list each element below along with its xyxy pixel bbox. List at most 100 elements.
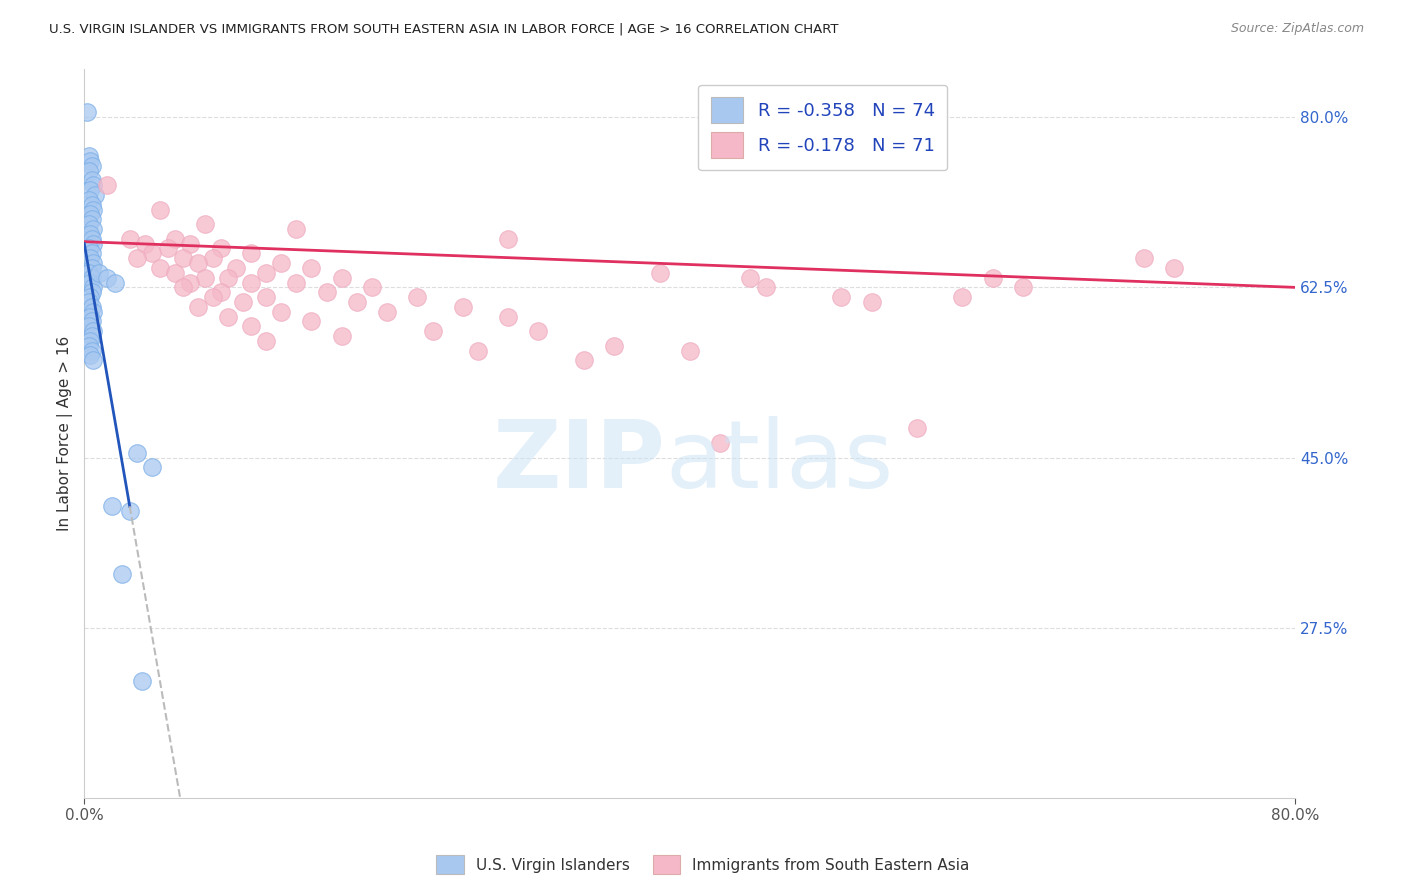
Point [194,270,217,285]
Point [80,260,103,275]
Point [80,246,103,260]
Point [82,324,104,338]
Point [201,251,224,265]
Point [679,343,702,358]
Point [254,334,277,348]
Point [740,270,762,285]
Point [82,202,104,217]
Point [96,178,118,193]
Point [201,290,224,304]
Point [79,290,101,304]
Point [79,251,101,265]
Point [80,197,103,211]
Point [80,285,103,300]
Point [467,343,489,358]
Point [79,207,101,221]
Point [830,290,852,304]
Point [172,251,194,265]
Point [179,236,201,251]
Point [225,260,247,275]
Point [1133,251,1156,265]
Point [82,304,104,318]
Point [755,280,778,294]
Point [134,236,156,251]
Point [80,343,103,358]
Point [950,290,973,304]
Point [1012,280,1035,294]
Point [77,295,100,310]
Point [496,232,519,246]
Point [141,246,163,260]
Point [80,300,103,314]
Point [118,504,141,518]
Point [217,270,239,285]
Point [285,276,308,290]
Point [80,270,103,285]
Point [77,149,100,163]
Point [111,567,134,582]
Point [299,314,322,328]
Point [80,314,103,328]
Point [79,334,101,348]
Point [77,266,100,280]
Point [217,310,239,324]
Point [187,300,209,314]
Legend: R = -0.358   N = 74, R = -0.178   N = 71: R = -0.358 N = 74, R = -0.178 N = 71 [697,85,948,170]
Point [165,266,187,280]
Point [118,232,141,246]
Point [165,232,187,246]
Point [96,270,118,285]
Point [496,310,519,324]
Point [89,266,111,280]
Point [239,319,262,334]
Point [451,300,474,314]
Point [285,222,308,236]
Point [127,446,149,460]
Point [82,236,104,251]
Point [103,276,125,290]
Point [315,285,337,300]
Point [232,295,254,310]
Point [603,339,626,353]
Point [209,285,232,300]
Point [239,276,262,290]
Point [82,178,104,193]
Legend: U.S. Virgin Islanders, Immigrants from South Eastern Asia: U.S. Virgin Islanders, Immigrants from S… [430,849,976,880]
Point [82,280,104,294]
Point [709,436,731,450]
Point [572,353,595,368]
Point [330,329,353,343]
Point [131,674,153,689]
Point [406,290,429,304]
Point [82,256,104,270]
Point [80,329,103,343]
Point [346,295,368,310]
Point [422,324,444,338]
Point [79,183,101,197]
Point [79,349,101,363]
Point [77,193,100,207]
Point [79,153,101,168]
Point [80,232,103,246]
Point [80,173,103,187]
Point [149,260,172,275]
Point [77,242,100,256]
Y-axis label: In Labor Force | Age > 16: In Labor Force | Age > 16 [58,335,73,531]
Point [299,260,322,275]
Point [77,163,100,178]
Point [254,266,277,280]
Point [330,270,353,285]
Point [82,222,104,236]
Point [905,421,928,435]
Point [270,256,292,270]
Point [80,159,103,173]
Text: U.S. VIRGIN ISLANDER VS IMMIGRANTS FROM SOUTH EASTERN ASIA IN LABOR FORCE | AGE : U.S. VIRGIN ISLANDER VS IMMIGRANTS FROM … [49,22,839,36]
Point [194,217,217,231]
Text: Source: ZipAtlas.com: Source: ZipAtlas.com [1230,22,1364,36]
Point [172,280,194,294]
Point [156,242,179,256]
Point [254,290,277,304]
Point [77,217,100,231]
Point [375,304,398,318]
Point [83,188,105,202]
